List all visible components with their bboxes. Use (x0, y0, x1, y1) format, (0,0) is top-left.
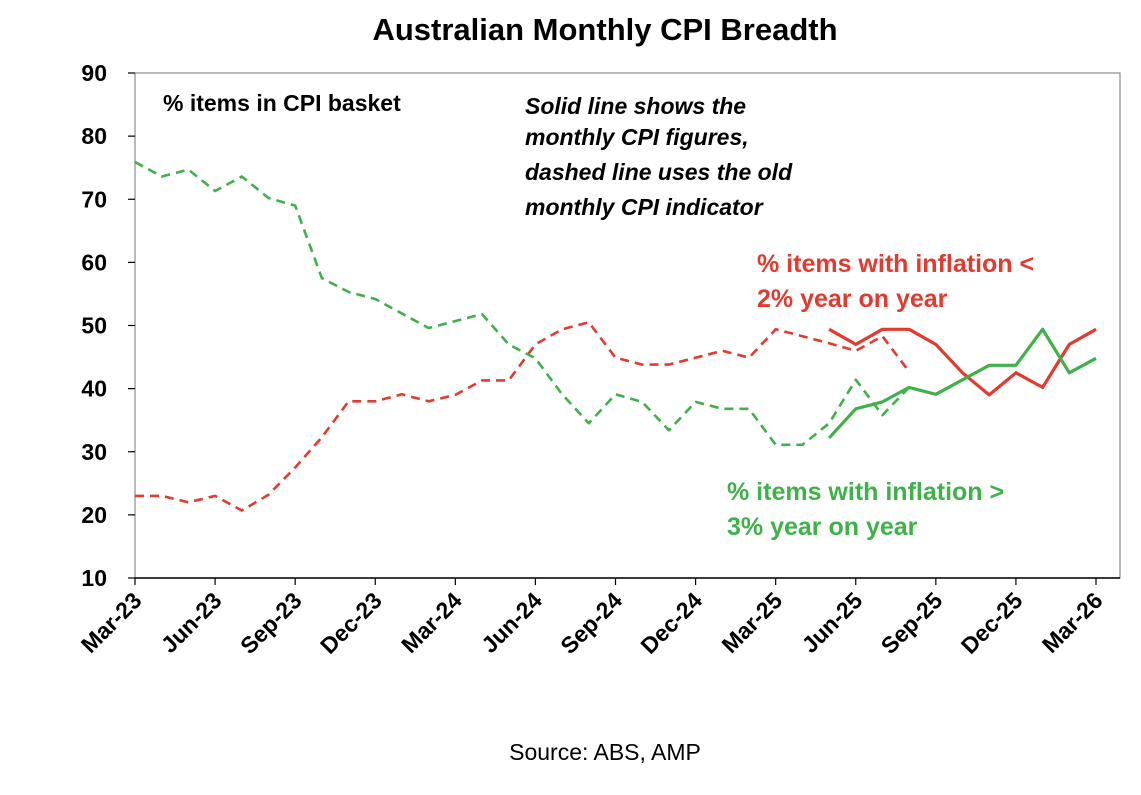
chart-title: Australian Monthly CPI Breadth (372, 12, 837, 47)
y-tick-label: 70 (81, 186, 107, 212)
y-tick-label: 40 (81, 376, 107, 402)
source-note: Source: ABS, AMP (509, 739, 701, 765)
y-tick-label: 50 (81, 313, 107, 339)
x-tick-label: Dec-25 (956, 587, 1028, 659)
y-tick-label: 80 (81, 123, 107, 149)
y-tick-label: 10 (81, 565, 107, 591)
x-tick-label: Jun-25 (796, 587, 867, 658)
x-tick-label: Mar-23 (76, 587, 147, 658)
series-line-red-dashed (135, 320, 911, 512)
x-axis: Mar-23 Jun-23 Sep-23 Dec-23 Mar-24 Jun-24 Sep-… (76, 577, 1120, 659)
y-tick-label: 30 (81, 439, 107, 465)
y-tick-label: 90 (81, 60, 107, 86)
x-tick-label: Sep-25 (876, 587, 948, 659)
x-tick-label: Dec-24 (635, 587, 707, 659)
note-line-2: monthly CPI figures, (525, 124, 749, 150)
y-tick-label: 60 (81, 249, 107, 275)
x-tick-label: Sep-23 (235, 587, 307, 659)
x-tick-label: Mar-26 (1037, 587, 1108, 658)
note-line-3: dashed line uses the old (525, 159, 793, 185)
x-tick-label: Mar-24 (396, 587, 467, 658)
red-series-label-line-2: 2% year on year (757, 285, 948, 313)
series-line-green-solid (827, 327, 1097, 439)
note-line-4: monthly CPI indicator (525, 194, 764, 220)
y-tick-label: 20 (81, 502, 107, 528)
green-series-label-line-1: % items with inflation > (727, 478, 1004, 506)
x-tick-label: Dec-23 (315, 587, 387, 659)
red-series-label-line-1: % items with inflation < (757, 250, 1034, 278)
x-tick-label: Jun-23 (156, 587, 227, 658)
series-line-red-solid (828, 327, 1097, 397)
series-layer (134, 160, 1097, 512)
basket-label: % items in CPI basket (163, 90, 401, 116)
x-tick-label: Jun-24 (476, 587, 547, 658)
y-axis: 10 20 30 40 50 60 70 80 90 (81, 60, 135, 591)
x-tick-label: Mar-25 (716, 587, 787, 658)
series-line-green-dashed (134, 160, 911, 447)
x-tick-label: Sep-24 (555, 587, 627, 659)
green-series-label-line-2: 3% year on year (727, 513, 918, 541)
note-line-1: Solid line shows the (525, 93, 746, 119)
